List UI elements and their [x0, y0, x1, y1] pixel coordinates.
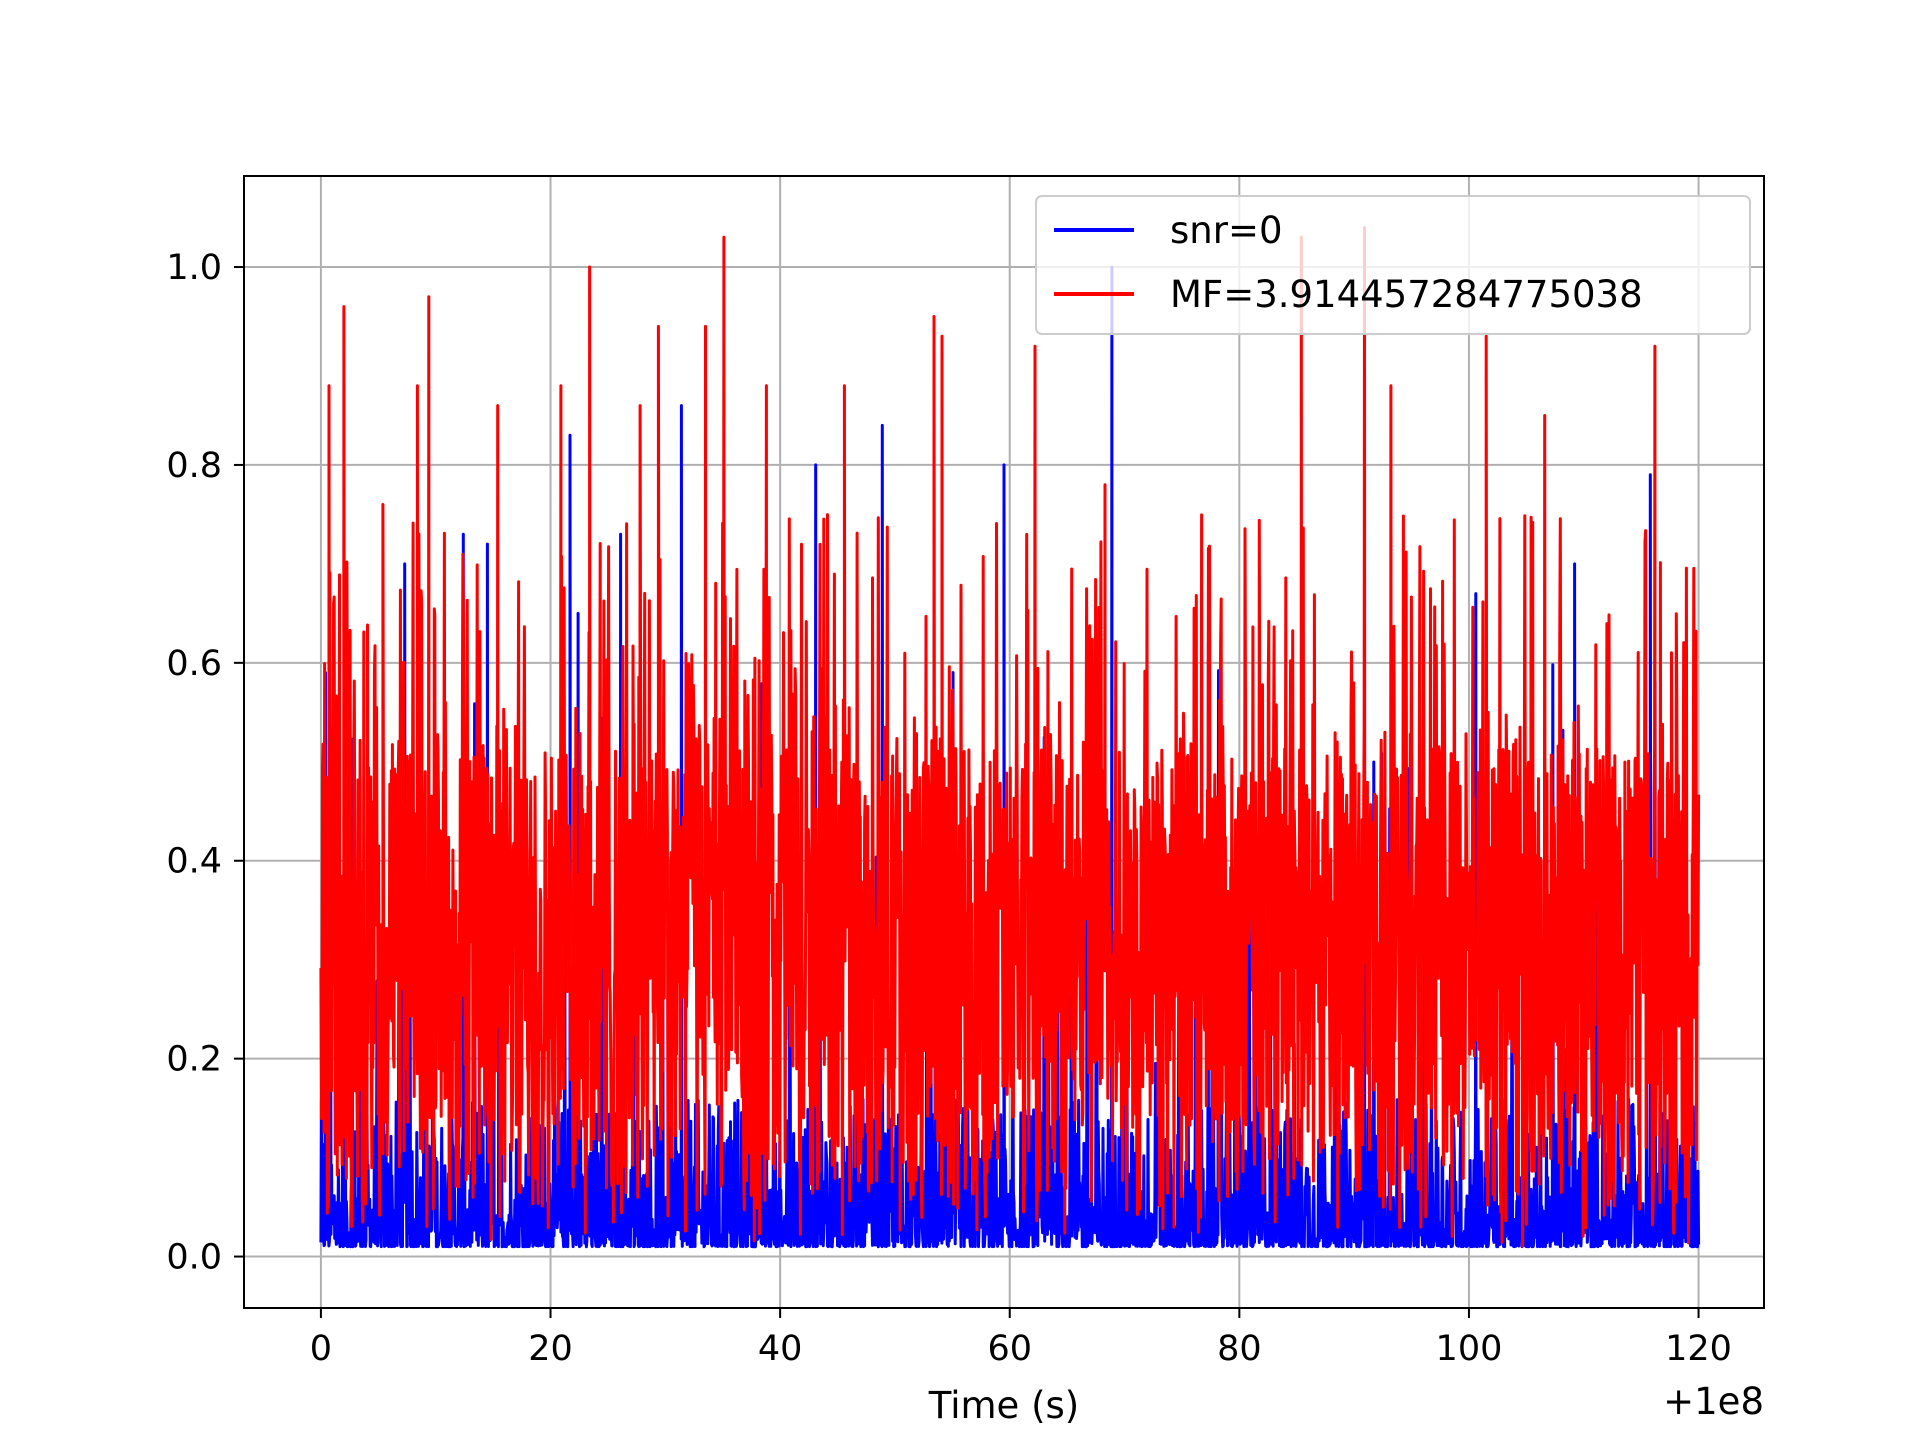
y-tick-label: 0.0	[166, 1238, 222, 1278]
legend-label-mf: MF=3.914457284775038	[1170, 273, 1643, 316]
series-line-1	[319, 226, 1701, 1248]
x-tick-label: 0	[310, 1329, 332, 1369]
legend: snr=0 MF=3.914457284775038	[1035, 195, 1751, 335]
legend-label-snr: snr=0	[1170, 209, 1282, 252]
x-tick-label: 100	[1436, 1329, 1503, 1369]
ticks: 0 20 40 60 80 100 120 0.0 0.2 0.4 0.6 0.8 1.0	[166, 248, 1732, 1369]
y-tick-label: 0.6	[166, 644, 222, 684]
x-tick-label: 40	[758, 1329, 803, 1369]
legend-box	[1035, 195, 1751, 335]
axes-frame	[243, 175, 1765, 1309]
x-axis-offset-label: +1e8	[1663, 1380, 1764, 1423]
y-tick-label: 0.2	[166, 1040, 222, 1080]
plot-series	[319, 226, 1701, 1249]
x-tick-label: 80	[1217, 1329, 1262, 1369]
x-tick-label: 120	[1665, 1329, 1732, 1369]
y-tick-label: 0.4	[166, 842, 222, 882]
x-tick-label: 60	[987, 1329, 1032, 1369]
x-axis-label: Time (s)	[928, 1384, 1079, 1427]
y-tick-label: 1.0	[166, 248, 222, 288]
y-tick-label: 0.8	[166, 446, 222, 486]
x-tick-label: 20	[528, 1329, 573, 1369]
